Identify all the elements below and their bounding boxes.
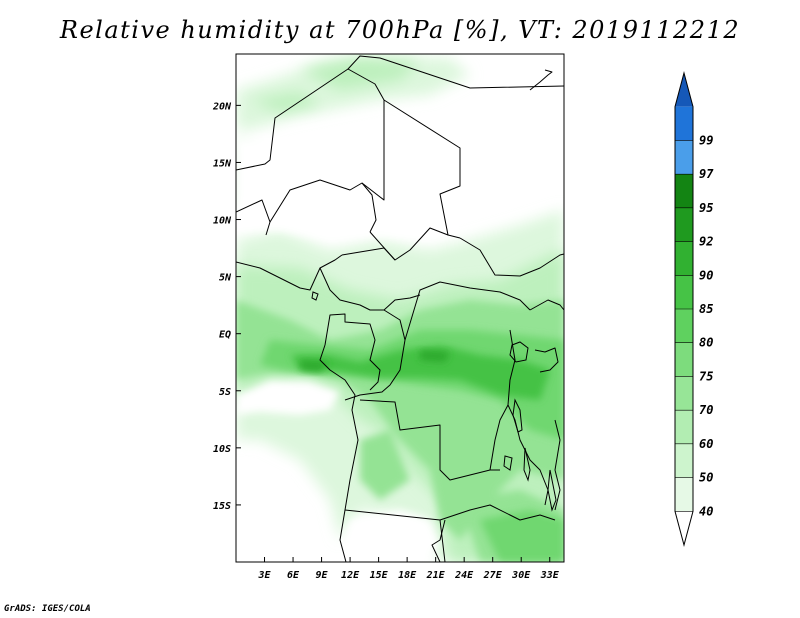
colorbar-label: 40 <box>699 504 713 518</box>
colorbar-swatch <box>675 275 693 309</box>
x-tick-label: 12E <box>341 570 360 581</box>
colorbar-swatch <box>675 511 693 545</box>
colorbar-label: 85 <box>699 302 713 316</box>
y-tick-label: 10N <box>213 216 232 227</box>
x-tick-label: 18E <box>398 570 417 581</box>
colorbar-swatch <box>675 174 693 208</box>
x-tick-label: 33E <box>540 570 560 581</box>
colorbar-label: 95 <box>699 201 713 215</box>
y-tick-label: 15N <box>213 158 232 169</box>
humidity-field <box>236 54 564 562</box>
y-tick-label: 5N <box>219 273 232 284</box>
y-tick-label: 20N <box>212 101 232 112</box>
map-title: Relative humidity at 700hPa [%], VT: 201… <box>59 16 741 44</box>
colorbar-label: 99 <box>699 133 713 147</box>
x-tick-label: 9E <box>316 570 329 581</box>
colorbar-label: 60 <box>699 437 713 451</box>
colorbar-label: 70 <box>699 403 713 417</box>
colorbar-swatch <box>675 207 693 242</box>
map-frame <box>235 53 565 563</box>
colorbar-swatch <box>675 443 693 478</box>
country-borders <box>236 55 564 562</box>
x-tick-label: 30E <box>511 570 531 581</box>
colorbar-swatch <box>675 106 693 141</box>
grads-credit: GrADS: IGES/COLA <box>4 604 91 614</box>
colorbar: 40 50 60 70 75 80 85 90 92 95 97 99 <box>674 71 714 547</box>
colorbar-label: 92 <box>699 235 713 249</box>
colorbar-swatch <box>675 309 693 343</box>
x-tick-label: 15E <box>370 570 389 581</box>
y-tick-label: EQ <box>219 330 231 341</box>
colorbar-label: 75 <box>699 369 713 383</box>
colorbar-swatch <box>675 73 693 107</box>
colorbar-swatch <box>675 376 693 411</box>
colorbar-swatch <box>675 477 693 512</box>
lakes <box>311 291 557 512</box>
colorbar-label: 97 <box>699 167 714 181</box>
x-tick-label: 24E <box>454 570 474 581</box>
x-tick-label: 3E <box>257 570 271 581</box>
y-tick-label: 15S <box>213 501 231 512</box>
colorbar-label: 50 <box>699 471 713 485</box>
x-tick-label: 21E <box>426 570 446 581</box>
colorbar-outline <box>674 71 694 547</box>
colorbar-swatch <box>675 241 693 276</box>
x-tick-label: 6E <box>287 570 300 581</box>
colorbar-swatch <box>675 410 693 444</box>
colorbar-swatch <box>675 342 693 377</box>
colorbar-label: 80 <box>699 336 713 350</box>
y-axis-ticks: 20N 15N 10N 5N EQ 5S 10S 15S <box>212 101 241 512</box>
colorbar-swatch <box>675 140 693 175</box>
y-tick-label: 5S <box>219 387 231 398</box>
y-tick-label: 10S <box>213 444 231 455</box>
x-axis-ticks: 3E 6E 9E 12E 15E 18E 21E 24E 27E 30E 33E <box>257 557 560 581</box>
x-tick-label: 27E <box>483 570 503 581</box>
colorbar-label: 90 <box>699 268 713 282</box>
